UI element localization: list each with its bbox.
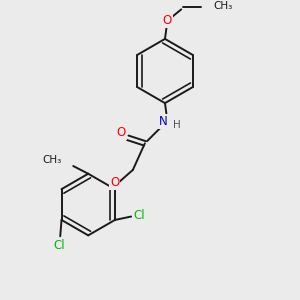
Text: H: H <box>173 119 180 130</box>
Text: Cl: Cl <box>54 239 65 252</box>
Text: CH₃: CH₃ <box>213 2 232 11</box>
Text: CH₃: CH₃ <box>42 154 61 165</box>
Text: O: O <box>117 126 126 139</box>
Text: O: O <box>110 176 119 189</box>
Text: N: N <box>159 115 168 128</box>
Text: Cl: Cl <box>133 209 145 222</box>
Text: O: O <box>163 14 172 27</box>
